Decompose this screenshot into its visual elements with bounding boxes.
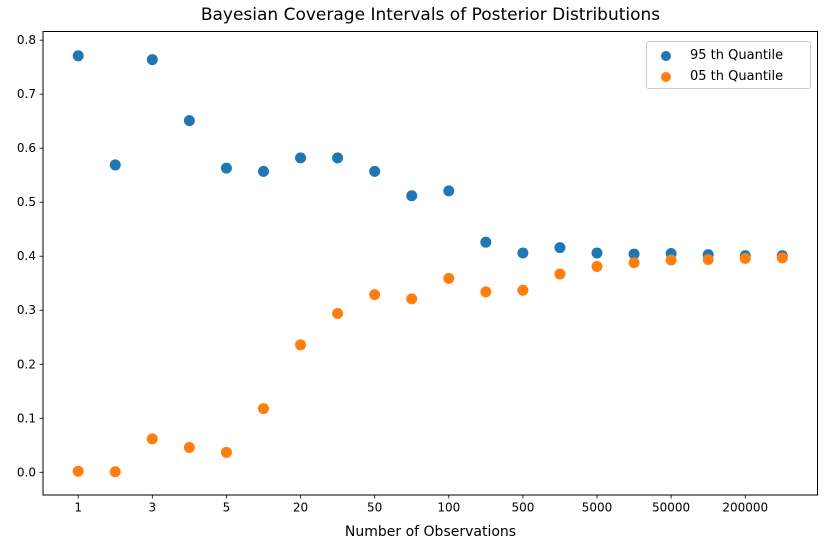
legend-item-label: 95 th Quantile: [690, 48, 784, 63]
point-05-th-quantile: [146, 433, 158, 445]
point-05-th-quantile: [443, 272, 455, 284]
x-tick-label: 20: [293, 501, 308, 515]
y-tick-label: 0.7: [17, 87, 36, 101]
y-tick-label: 0.0: [17, 465, 36, 479]
point-05-th-quantile: [72, 465, 84, 477]
point-05-th-quantile: [183, 441, 195, 453]
point-95-th-quantile: [183, 115, 195, 127]
point-95-th-quantile: [628, 248, 640, 260]
y-tick-label: 0.4: [17, 249, 36, 263]
x-tick-label: 100: [437, 501, 460, 515]
y-tick-label: 0.2: [17, 357, 36, 371]
point-05-th-quantile: [665, 254, 677, 266]
x-axis-label: Number of Observations: [344, 524, 517, 540]
point-05-th-quantile: [332, 307, 344, 319]
x-tick-label: 1: [74, 501, 82, 515]
legend-item: 95 th Quantile: [661, 45, 810, 66]
point-95-th-quantile: [406, 190, 418, 202]
legend-marker-icon: [661, 71, 671, 82]
point-05-th-quantile: [591, 260, 603, 272]
point-05-th-quantile: [220, 446, 232, 458]
point-95-th-quantile: [369, 165, 381, 177]
point-95-th-quantile: [517, 247, 529, 259]
legend-marker-icon: [661, 50, 671, 61]
y-tick-label: 0.5: [17, 195, 36, 209]
legend: 95 th Quantile 05 th Quantile: [646, 41, 811, 89]
point-95-th-quantile: [295, 152, 307, 164]
x-tick-label: 5000: [582, 501, 613, 515]
x-tick-label: 5: [223, 501, 231, 515]
point-05-th-quantile: [257, 403, 269, 415]
point-95-th-quantile: [332, 152, 344, 164]
point-05-th-quantile: [109, 466, 121, 478]
point-95-th-quantile: [220, 162, 232, 174]
y-tick-label: 0.3: [17, 303, 36, 317]
point-95-th-quantile: [591, 247, 603, 259]
point-05-th-quantile: [480, 286, 492, 298]
legend-item-label: 05 th Quantile: [690, 69, 784, 84]
point-95-th-quantile: [443, 185, 455, 197]
point-95-th-quantile: [72, 50, 84, 62]
y-tick-label: 0.8: [17, 33, 36, 47]
point-05-th-quantile: [628, 257, 640, 269]
point-05-th-quantile: [295, 339, 307, 351]
x-tick-label: 50: [367, 501, 382, 515]
chart-title: Bayesian Coverage Intervals of Posterior…: [200, 5, 661, 25]
point-05-th-quantile: [702, 253, 714, 265]
point-95-th-quantile: [146, 54, 158, 66]
point-95-th-quantile: [554, 242, 566, 254]
point-05-th-quantile: [776, 252, 788, 264]
x-tick-label: 3: [148, 501, 156, 515]
point-05-th-quantile: [739, 252, 751, 264]
x-tick-label: 50000: [652, 501, 690, 515]
point-95-th-quantile: [257, 165, 269, 177]
x-tick-label: 200000: [722, 501, 768, 515]
x-tick-label: 500: [511, 501, 534, 515]
point-05-th-quantile: [517, 284, 529, 296]
plot-frame: [42, 31, 818, 496]
legend-item: 05 th Quantile: [661, 66, 810, 87]
point-95-th-quantile: [480, 236, 492, 248]
point-05-th-quantile: [406, 293, 418, 305]
point-95-th-quantile: [109, 159, 121, 171]
point-05-th-quantile: [554, 268, 566, 280]
y-tick-label: 0.6: [17, 141, 36, 155]
point-05-th-quantile: [369, 289, 381, 301]
y-tick-label: 0.1: [17, 411, 36, 425]
